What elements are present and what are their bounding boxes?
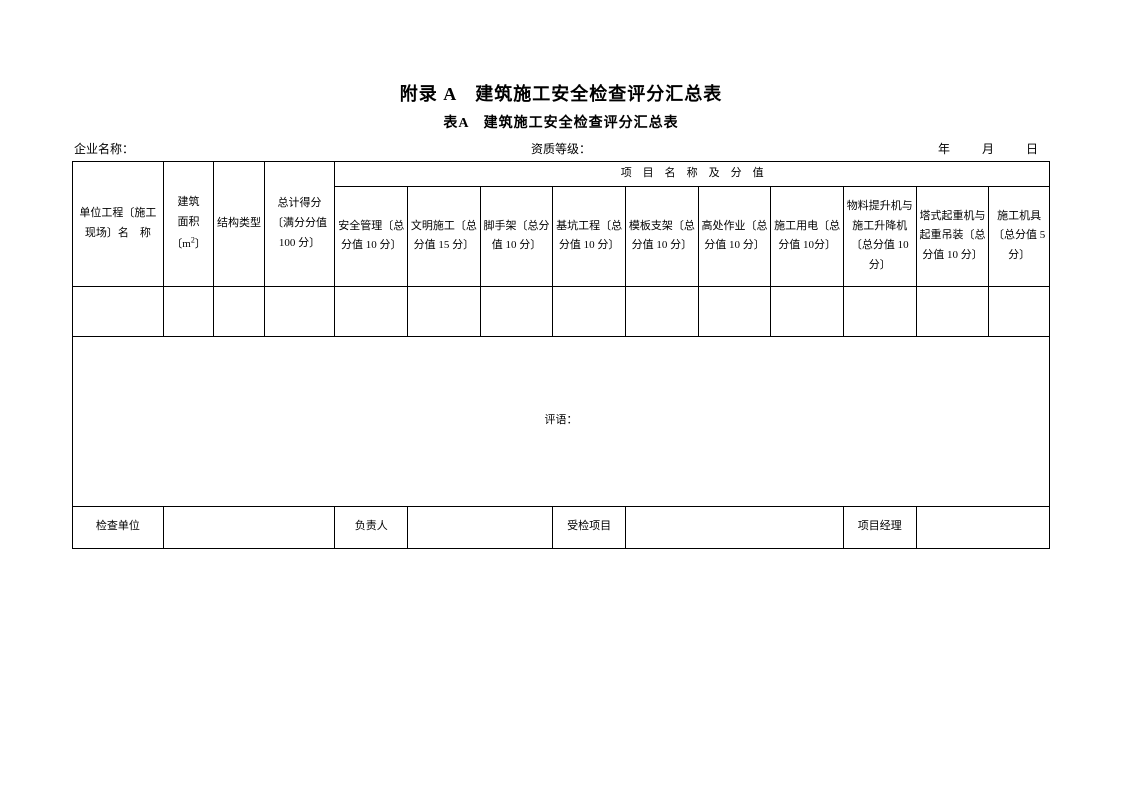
footer-responsible-label: 负责人: [335, 506, 408, 548]
cell-2: [480, 286, 553, 336]
section-header: 项 目 名 称 及 分 值: [335, 162, 1050, 187]
cell-8: [916, 286, 989, 336]
subcol-9: 施工机具〔总分值 5 分〕: [989, 186, 1050, 286]
cell-7: [843, 286, 916, 336]
footer-inspected-label: 受检项目: [553, 506, 626, 548]
footer-row: 检查单位 负责人 受检项目 项目经理: [73, 506, 1050, 548]
subcol-2: 脚手架〔总分值 10 分〕: [480, 186, 553, 286]
cell-project-name: [73, 286, 164, 336]
cell-structure: [214, 286, 264, 336]
cell-total: [264, 286, 335, 336]
col-area: 建筑 面积 〔m2〕: [163, 162, 213, 287]
subcol-6: 施工用电〔总分值 10分〕: [771, 186, 844, 286]
footer-check-unit-value: [163, 506, 335, 548]
col-area-l1: 建筑: [178, 196, 200, 208]
col-total-score: 总计得分〔满分分值 100 分〕: [264, 162, 335, 287]
title-sub: 表A 建筑施工安全检查评分汇总表: [72, 112, 1050, 132]
footer-inspected-value: [626, 506, 844, 548]
subcol-8: 塔式起重机与起重吊装〔总分值 10 分〕: [916, 186, 989, 286]
summary-table: 单位工程〔施工现场〕名 称 建筑 面积 〔m2〕 结构类型 总计得分〔满分分值 …: [72, 161, 1050, 549]
header-row: 企业名称： 资质等级： 年 月 日: [72, 140, 1050, 157]
cell-9: [989, 286, 1050, 336]
subcol-3: 基坑工程〔总分值 10 分〕: [553, 186, 626, 286]
footer-check-unit-label: 检查单位: [73, 506, 164, 548]
cell-area: [163, 286, 213, 336]
cell-4: [626, 286, 699, 336]
comment-cell: 评语：: [73, 336, 1050, 506]
col-structure: 结构类型: [214, 162, 264, 287]
cell-3: [553, 286, 626, 336]
title-main: 附录 A 建筑施工安全检查评分汇总表: [72, 80, 1050, 106]
cell-6: [771, 286, 844, 336]
subcol-0: 安全管理〔总分值 10 分〕: [335, 186, 408, 286]
cell-0: [335, 286, 408, 336]
col-area-l3b: 〕: [195, 238, 206, 250]
subcol-7: 物料提升机与施工升降机〔总分值 10 分〕: [843, 186, 916, 286]
col-area-l2: 面积: [178, 216, 200, 228]
col-area-l3a: 〔m: [171, 238, 191, 250]
footer-pm-value: [916, 506, 1049, 548]
subcol-1: 文明施工〔总分值 15 分〕: [408, 186, 481, 286]
company-label: 企业名称：: [74, 140, 399, 157]
subcol-5: 高处作业〔总分值 10 分〕: [698, 186, 771, 286]
qualification-label: 资质等级：: [399, 140, 724, 157]
date-label: 年 月 日: [723, 140, 1048, 157]
cell-5: [698, 286, 771, 336]
comment-row: 评语：: [73, 336, 1050, 506]
subcol-4: 模板支架〔总分值 10 分〕: [626, 186, 699, 286]
footer-responsible-value: [408, 506, 553, 548]
cell-1: [408, 286, 481, 336]
footer-pm-label: 项目经理: [843, 506, 916, 548]
data-row: [73, 286, 1050, 336]
col-project-name: 单位工程〔施工现场〕名 称: [73, 162, 164, 287]
